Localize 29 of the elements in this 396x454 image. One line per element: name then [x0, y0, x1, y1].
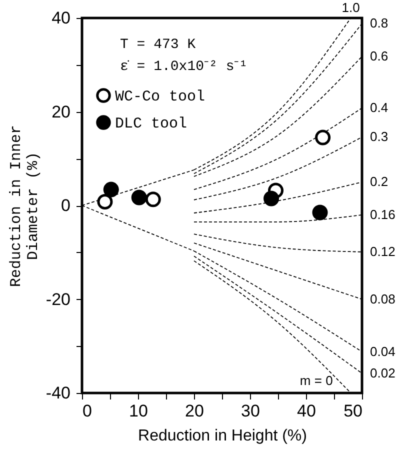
x-tick-label: 30 — [241, 402, 260, 420]
y-tick-label: -40 — [46, 384, 70, 402]
series-label: 0.04 — [370, 344, 396, 359]
x-tick-label: 20 — [185, 402, 204, 420]
series-label: 0.16 — [370, 206, 396, 222]
series-label: 0.8 — [370, 16, 388, 31]
x-tick-label: 0 — [82, 402, 92, 420]
series-label: 0.6 — [370, 48, 388, 64]
annotation: ε̇ = 1.0x10⁻² s⁻¹ — [120, 59, 248, 75]
series-label: 0.3 — [370, 129, 388, 144]
series-label: 0.4 — [370, 100, 388, 115]
series-label: 0.02 — [370, 365, 396, 380]
legend-label: DLC tool — [115, 116, 188, 132]
series-label: 0.2 — [370, 174, 388, 190]
y-axis-title: Reduction in Inner Diameter (%) — [8, 124, 42, 288]
legend-label: WC-Co tool — [115, 88, 206, 106]
x-tick-label: 40 — [297, 402, 316, 420]
y-tick-label: -20 — [46, 290, 70, 309]
y-tick-label: 0 — [61, 196, 70, 215]
x-axis-title: Reduction in Height (%) — [138, 428, 307, 444]
y-tick-label: 40 — [52, 8, 70, 28]
series-label: 0.08 — [370, 291, 396, 306]
x-tick-label: 50 — [344, 402, 362, 420]
x-tick-label: 10 — [129, 402, 148, 420]
series-label: 0.12 — [370, 244, 396, 259]
series-label: 1.0 — [342, 0, 360, 15]
annotation: T = 473 K — [120, 37, 196, 53]
series-label: m = 0 — [300, 373, 333, 388]
y-tick-label: 20 — [52, 102, 70, 122]
